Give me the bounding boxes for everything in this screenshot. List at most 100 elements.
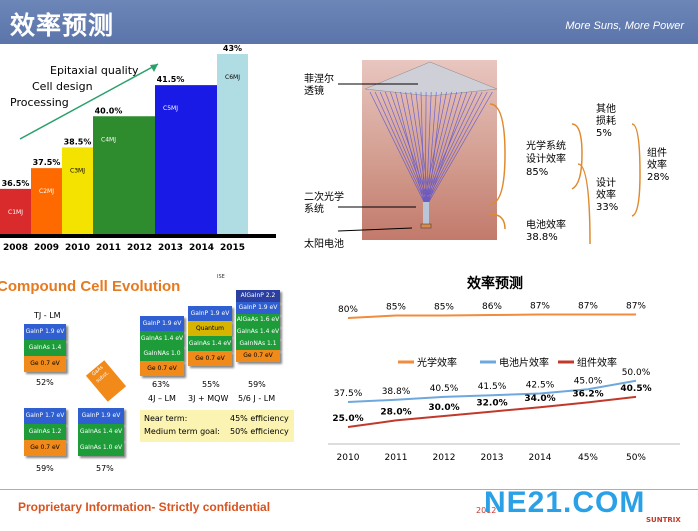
series-value-label: 40.5% bbox=[430, 384, 459, 394]
bar-tick-label: 2009 bbox=[34, 243, 59, 253]
bar-2010 bbox=[62, 147, 93, 234]
design-efficiency: 设计 效率 33% bbox=[596, 178, 619, 213]
footer-divider bbox=[0, 489, 698, 490]
bar-inner-label: C2MJ bbox=[39, 188, 54, 195]
ray bbox=[426, 91, 483, 203]
bar-2008 bbox=[0, 188, 31, 234]
bar-tick-label: 2014 bbox=[189, 243, 214, 253]
bracket-right-top bbox=[571, 123, 583, 190]
c6-layer: GaInP 1.9 eV bbox=[236, 302, 280, 314]
medium-term-value: 50% efficiency bbox=[230, 427, 289, 436]
c6-layer: AlGaAs 1.6 eV bbox=[236, 314, 280, 326]
bar-value-label: 36.5% bbox=[2, 179, 30, 188]
series-value-label: 40.5% bbox=[620, 384, 651, 394]
line-chart: 效率预测 2010 2011 2012 2013 2014 45% 50% 80% 85% 85% 8… bbox=[320, 268, 698, 468]
module-efficiency: 组件 效率 28% bbox=[647, 148, 670, 183]
series-line bbox=[347, 395, 637, 428]
q1-layer: GaInAs 1.2 eV bbox=[24, 424, 66, 451]
q2-layer: GaInP 1.9 eV bbox=[78, 408, 124, 424]
bar-tick-label: 2011 bbox=[96, 243, 121, 253]
tj-percent: 52% bbox=[36, 378, 54, 387]
bar-value-label: 43% bbox=[223, 44, 242, 53]
solar-cell-shape bbox=[420, 223, 432, 229]
bar-inner-label: C4MJ bbox=[101, 136, 116, 143]
concentrator-diagram: 菲涅尔 透镜 二次光学 系统 太阳电池 光学系统 设计效率 85% 电池效率 3… bbox=[290, 44, 698, 260]
tj-layer: Ge 0.7 eV bbox=[24, 356, 66, 372]
series-value-label: 45.0% bbox=[574, 376, 603, 386]
c4-layer: GaInP 1.9 eV bbox=[140, 316, 184, 331]
evolution-title: Compound Cell Evolution bbox=[0, 278, 181, 295]
cell-efficiency: 电池效率 38.8% bbox=[526, 220, 566, 243]
c5-label: 3J + MQW bbox=[188, 394, 229, 403]
series-value-label: 38.8% bbox=[382, 387, 411, 397]
near-term-value: 45% efficiency bbox=[230, 414, 289, 423]
bar-2014 bbox=[186, 85, 217, 234]
bar-value-label: 38.5% bbox=[64, 137, 92, 146]
tj-title: TJ - LM bbox=[34, 311, 61, 320]
bar-2015 bbox=[217, 54, 248, 234]
q2-layer: GaInAs 1.4 eV bbox=[78, 424, 124, 440]
trend-arrow bbox=[19, 63, 159, 140]
x-tick-label: 45% bbox=[578, 453, 598, 463]
arrow-cell bbox=[337, 227, 413, 232]
label-secondary: 二次光学 系统 bbox=[304, 192, 344, 215]
ray bbox=[424, 91, 452, 203]
c6-layer: Ge 0.7 eV bbox=[236, 350, 280, 362]
series-value-label: 34.0% bbox=[524, 394, 555, 404]
ray bbox=[369, 91, 425, 203]
x-tick-label: 2012 bbox=[433, 453, 456, 463]
annotation: Cell design bbox=[32, 80, 93, 93]
bar-value-label: 37.5% bbox=[33, 158, 61, 167]
ray bbox=[427, 91, 437, 203]
footer-confidential: Proprietary Information- Strictly confid… bbox=[18, 500, 271, 514]
ray bbox=[405, 91, 427, 203]
brand-logo: SUNTRIX bbox=[646, 516, 681, 524]
bar-tick-label: 2013 bbox=[158, 243, 183, 253]
c4-layer: GaInNAs 1.0 eV bbox=[140, 346, 184, 372]
series-value-label: 42.5% bbox=[526, 381, 555, 391]
c6-layer: GaInAs 1.4 eV bbox=[236, 326, 280, 338]
light-rays bbox=[369, 91, 493, 203]
c5-layer: Ge 0.7 eV bbox=[188, 351, 232, 366]
c5-layer: GaInP 1.9 eV bbox=[188, 306, 232, 321]
annotation: Epitaxial quality bbox=[50, 64, 139, 77]
series-value-label: 85% bbox=[434, 303, 454, 313]
series-line bbox=[347, 313, 636, 319]
c4-percent: 63% bbox=[152, 380, 170, 389]
footer-year: 2012 bbox=[476, 506, 497, 515]
line-chart-svg: 效率预测 2010 2011 2012 2013 2014 45% 50% 80% 85% 85% 8… bbox=[328, 275, 680, 463]
bar-inner-label: C5MJ bbox=[163, 105, 178, 112]
ray bbox=[384, 91, 428, 203]
bracket-module bbox=[631, 123, 641, 217]
bar-chart: C1MJ 36.5% 2008 C2MJ 37.5% 2009 C3MJ 38.5% 2010 C… bbox=[0, 44, 290, 260]
concentrator-svg bbox=[337, 60, 641, 245]
page-title: 效率预测 bbox=[10, 11, 115, 40]
bar-inner-label: C6MJ bbox=[225, 74, 240, 81]
bracket-right-bottom bbox=[577, 163, 591, 245]
bar-tick-label: 2010 bbox=[65, 243, 90, 253]
bar-inner-label: C3MJ bbox=[70, 167, 85, 174]
series-value-label: 50.0% bbox=[622, 368, 651, 378]
x-tick-label: 2010 bbox=[337, 453, 360, 463]
ray bbox=[374, 91, 426, 203]
bar-baseline bbox=[0, 234, 276, 238]
trend-arrowhead bbox=[150, 64, 158, 72]
c6-layer: GaInNAs 1.1 eV bbox=[236, 338, 280, 359]
series-value-label: 30.0% bbox=[428, 403, 459, 413]
bar-2011 bbox=[93, 116, 124, 234]
ray bbox=[410, 91, 428, 203]
ray bbox=[423, 91, 473, 203]
ray bbox=[426, 91, 432, 203]
cell-evolution-panel: Compound Cell Evolution ISE TJ - LM GaIn… bbox=[0, 268, 310, 483]
x-tick-label: 50% bbox=[626, 453, 646, 463]
ray bbox=[428, 91, 493, 203]
series-value-label: 87% bbox=[530, 302, 550, 312]
ray bbox=[400, 91, 426, 203]
series-line bbox=[347, 379, 637, 403]
secondary-optics-shape bbox=[423, 202, 429, 224]
ray bbox=[426, 91, 458, 203]
c4-label: 4J – LM bbox=[148, 394, 176, 403]
bracket-cell bbox=[489, 213, 506, 230]
c6-label: 5/6 J - LM bbox=[238, 394, 276, 403]
ray bbox=[424, 91, 427, 203]
